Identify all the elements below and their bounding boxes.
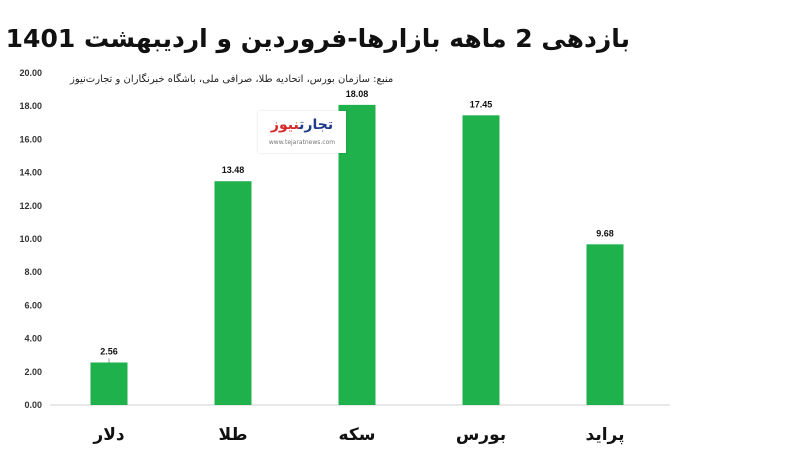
bar <box>90 362 128 405</box>
y-tick-label: 14.00 <box>19 168 42 178</box>
logo-wordmark-part2: نیوز <box>270 117 300 133</box>
y-tick-label: 8.00 <box>24 267 42 277</box>
y-tick-label: 12.00 <box>19 201 42 211</box>
logo-url: www.tejaratnews.com <box>268 139 336 146</box>
data-label: 18.08 <box>346 89 369 99</box>
bar <box>214 181 252 405</box>
bar <box>462 115 500 405</box>
y-tick-label: 16.00 <box>19 134 42 144</box>
x-category-label: بورس <box>456 425 506 445</box>
chart-title: بازدهی 2 ماهه بازارها-فروردین و اردیبهشت… <box>5 24 630 53</box>
bar <box>338 104 376 405</box>
y-tick-label: 20.00 <box>19 68 42 78</box>
tejaratnews-logo: تجارتنیوز www.tejaratnews.com <box>258 111 346 153</box>
bar <box>586 244 624 405</box>
x-category-label: پراید <box>586 425 625 445</box>
data-label: 2.56 <box>100 347 118 357</box>
y-tick-label: 6.00 <box>24 300 42 310</box>
y-tick-label: 0.00 <box>24 400 42 410</box>
x-category-label: دلار <box>92 425 124 445</box>
data-label: 13.48 <box>222 165 245 175</box>
y-tick-label: 2.00 <box>24 367 42 377</box>
data-label: 9.68 <box>596 228 614 238</box>
x-category-label: طلا <box>219 425 248 445</box>
x-category-label: سکه <box>339 425 376 445</box>
logo-wordmark: تجارتنیوز <box>258 117 346 133</box>
y-tick-label: 18.00 <box>19 101 42 111</box>
y-tick-label: 10.00 <box>19 234 42 244</box>
data-label: 17.45 <box>470 99 493 109</box>
source-note: منبع: سازمان بورس، اتحادیه طلا، صرافی مل… <box>70 74 394 85</box>
y-tick-label: 4.00 <box>24 334 42 344</box>
logo-wordmark-part1: تجارت <box>299 117 334 133</box>
